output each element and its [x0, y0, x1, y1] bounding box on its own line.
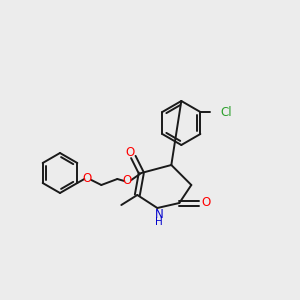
Text: O: O: [83, 172, 92, 185]
Text: N: N: [155, 208, 164, 220]
Text: H: H: [155, 217, 163, 227]
Text: O: O: [126, 146, 135, 158]
Text: O: O: [202, 196, 211, 209]
Text: O: O: [123, 175, 132, 188]
Text: Cl: Cl: [220, 106, 232, 118]
